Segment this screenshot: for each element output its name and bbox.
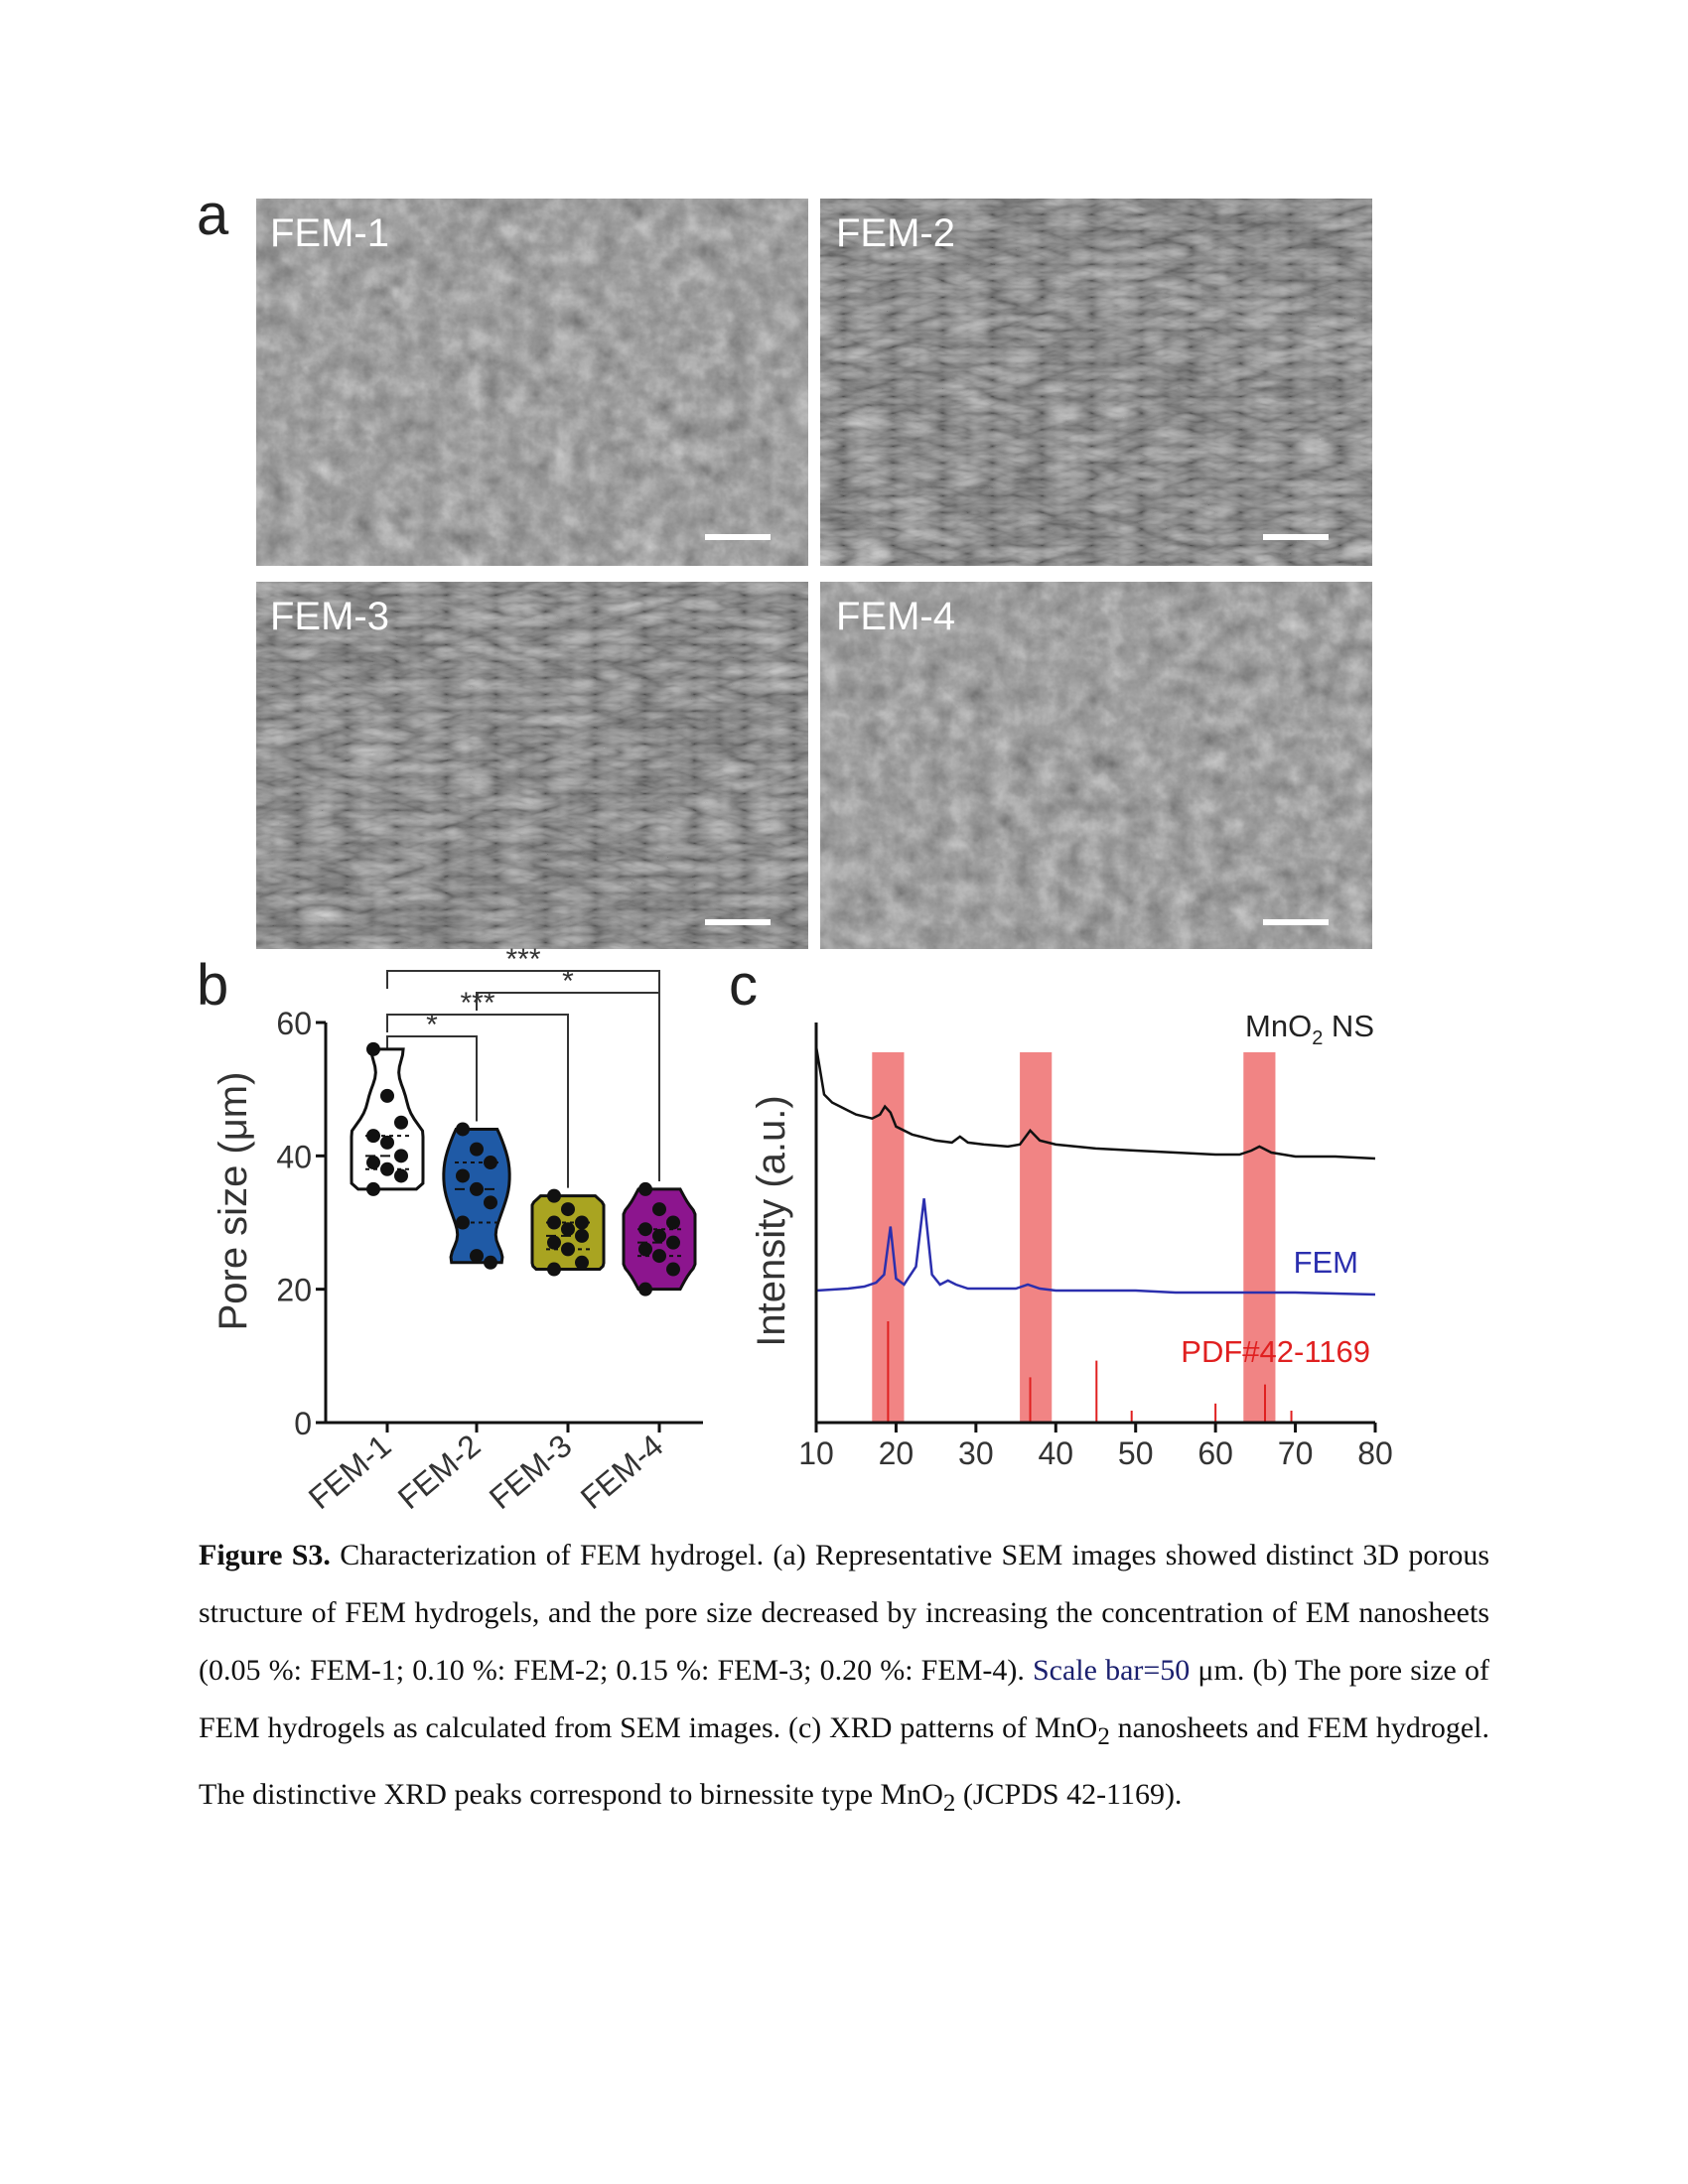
significance-bracket [386, 970, 660, 1181]
caption-scale-text: Scale bar=50 [1032, 1654, 1191, 1687]
panel-b-letter: b [197, 953, 228, 1018]
data-point [666, 1215, 680, 1230]
data-point [380, 1135, 394, 1150]
data-point [484, 1156, 497, 1170]
sem-image-fem-1: FEM-1 [256, 199, 808, 566]
caption-text-3: nanosheets and FEM hydrogel. The distinc… [199, 1711, 1489, 1811]
data-point [394, 1168, 408, 1183]
xrd-line-chart: Intensity (a.u.) 10 20 30 40 50 60 70 80 MnO2 N… [750, 1009, 1393, 1471]
data-point [456, 1168, 470, 1183]
y-tick-label: 0 [294, 1406, 312, 1441]
y-axis-label: Pore size (μm) [211, 1072, 255, 1331]
data-point [456, 1215, 470, 1230]
x-tick-label: FEM-2 [391, 1428, 488, 1516]
data-point [652, 1228, 666, 1243]
significance-label: *** [505, 943, 540, 976]
scale-bar [705, 919, 771, 925]
scale-bar [1263, 534, 1329, 540]
data-point [470, 1249, 484, 1264]
data-point [666, 1235, 680, 1250]
caption-text-2: μm. (b) The pore size of FEM hydrogels a… [199, 1654, 1489, 1744]
highlight-band [1243, 1052, 1276, 1423]
sem-image-fem-3: FEM-3 [256, 582, 808, 949]
data-point [561, 1222, 575, 1237]
data-point [575, 1228, 589, 1243]
data-point [575, 1255, 589, 1270]
data-point [380, 1088, 394, 1103]
scale-bar [705, 534, 771, 540]
sem-label-fem-1: FEM-1 [270, 211, 389, 255]
x-tick-label: FEM-1 [302, 1428, 398, 1516]
data-point [470, 1142, 484, 1157]
x-tick-label: 80 [1357, 1435, 1393, 1471]
sem-image-fem-4: FEM-4 [820, 582, 1372, 949]
significance-bracket [476, 992, 660, 1181]
series-line-fem [815, 1198, 1376, 1297]
x-tick-label: 30 [958, 1435, 994, 1471]
sem-image-fem-2: FEM-2 [820, 199, 1372, 566]
y-tick-label: 20 [276, 1273, 312, 1308]
data-point [638, 1181, 652, 1196]
data-point [484, 1195, 497, 1210]
data-point [484, 1255, 497, 1270]
x-tick-label: 20 [879, 1435, 914, 1471]
x-tick-label: 60 [1197, 1435, 1233, 1471]
data-point [638, 1222, 652, 1237]
scale-bar [1263, 919, 1329, 925]
x-tick-label: 50 [1118, 1435, 1154, 1471]
x-tick-label: 40 [1038, 1435, 1073, 1471]
x-tick-label: 70 [1278, 1435, 1314, 1471]
y-axis-label: Intensity (a.u.) [750, 1095, 793, 1346]
significance-bracket [386, 1014, 569, 1188]
highlight-band [1020, 1052, 1053, 1423]
data-point [652, 1202, 666, 1217]
data-point [380, 1161, 394, 1176]
caption-text-4: (JCPDS 42-1169). [955, 1778, 1183, 1811]
legend-mno2-ns: MnO2 NS [1245, 1009, 1374, 1049]
data-point [547, 1188, 561, 1203]
data-point [470, 1181, 484, 1196]
significance-label: * [426, 1009, 438, 1041]
series-line-mno2-ns [814, 1045, 1376, 1160]
legend-fem: FEM [1294, 1245, 1358, 1280]
data-point [394, 1149, 408, 1163]
x-tick-label: FEM-3 [483, 1428, 579, 1516]
sem-label-fem-4: FEM-4 [836, 595, 955, 638]
data-point [575, 1215, 589, 1230]
data-point [366, 1156, 380, 1170]
panel-c-letter: c [729, 953, 758, 1018]
data-point [652, 1249, 666, 1264]
data-point [456, 1122, 470, 1137]
data-point [394, 1115, 408, 1130]
x-tick-label: FEM-4 [574, 1428, 670, 1516]
figure-caption: Figure S3. Characterization of FEM hydro… [199, 1527, 1489, 1833]
legend-pdf: PDF#42-1169 [1181, 1334, 1370, 1369]
figure-s3: a FEM-1 FEM-2 FEM-3 FEM-4 b Pore size (μ… [197, 183, 1393, 1516]
caption-subscript: 2 [1097, 1723, 1110, 1750]
data-point [366, 1041, 380, 1056]
data-point [638, 1282, 652, 1297]
caption-label: Figure S3. [199, 1539, 331, 1571]
y-tick-label: 40 [276, 1139, 312, 1174]
data-point [561, 1202, 575, 1217]
data-point [366, 1129, 380, 1144]
data-point [547, 1215, 561, 1230]
caption-text-1: Characterization of FEM hydrogel. (a) Re… [199, 1539, 1489, 1687]
data-point [366, 1181, 380, 1196]
sem-label-fem-2: FEM-2 [836, 211, 955, 255]
significance-label: *** [460, 987, 494, 1020]
caption-subscript: 2 [942, 1790, 956, 1817]
y-tick-label: 60 [276, 1006, 312, 1041]
data-point [561, 1242, 575, 1257]
data-point [666, 1262, 680, 1277]
significance-label: * [562, 965, 574, 998]
significance-bracket [386, 1035, 478, 1122]
sem-label-fem-3: FEM-3 [270, 595, 389, 638]
x-tick-label: 10 [798, 1435, 834, 1471]
panel-a-letter: a [197, 183, 229, 247]
data-point [638, 1242, 652, 1257]
data-point [547, 1262, 561, 1277]
data-point [547, 1235, 561, 1250]
